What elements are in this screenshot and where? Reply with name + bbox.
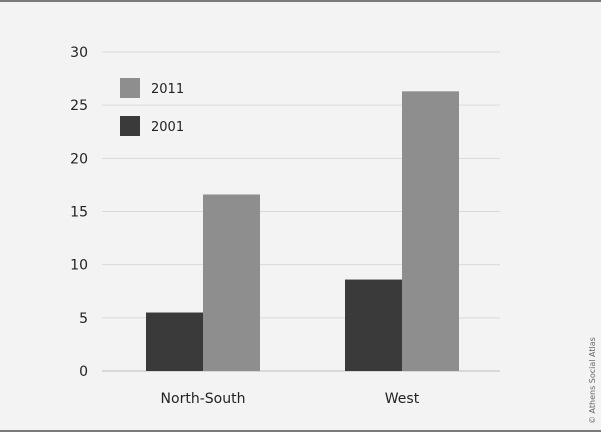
legend: 2011 2001 [120,78,184,136]
y-axis-ticks: 0 5 10 15 20 25 30 [70,45,88,380]
bar-2011-north-south [203,194,260,371]
legend-swatch-2001 [120,116,140,136]
bar-2001-north-south [146,312,203,371]
y-tick-label: 0 [79,364,88,380]
credit-text: © Athens Social Atlas [588,337,597,424]
y-tick-label: 25 [70,98,88,114]
bars [146,91,459,372]
bar-2001-west [345,279,402,371]
bar-2011-west [402,91,459,372]
x-category-label: North-South [161,391,246,407]
legend-label-2011: 2011 [151,82,184,97]
x-category-label: West [385,391,420,407]
y-tick-label: 5 [79,311,88,327]
y-tick-label: 30 [70,45,88,61]
legend-swatch-2011 [120,78,140,98]
legend-label-2001: 2001 [151,120,184,135]
y-tick-label: 20 [70,151,88,167]
x-axis-categories: North-South West [161,391,420,407]
y-tick-label: 10 [70,258,88,274]
y-tick-label: 15 [70,205,88,221]
